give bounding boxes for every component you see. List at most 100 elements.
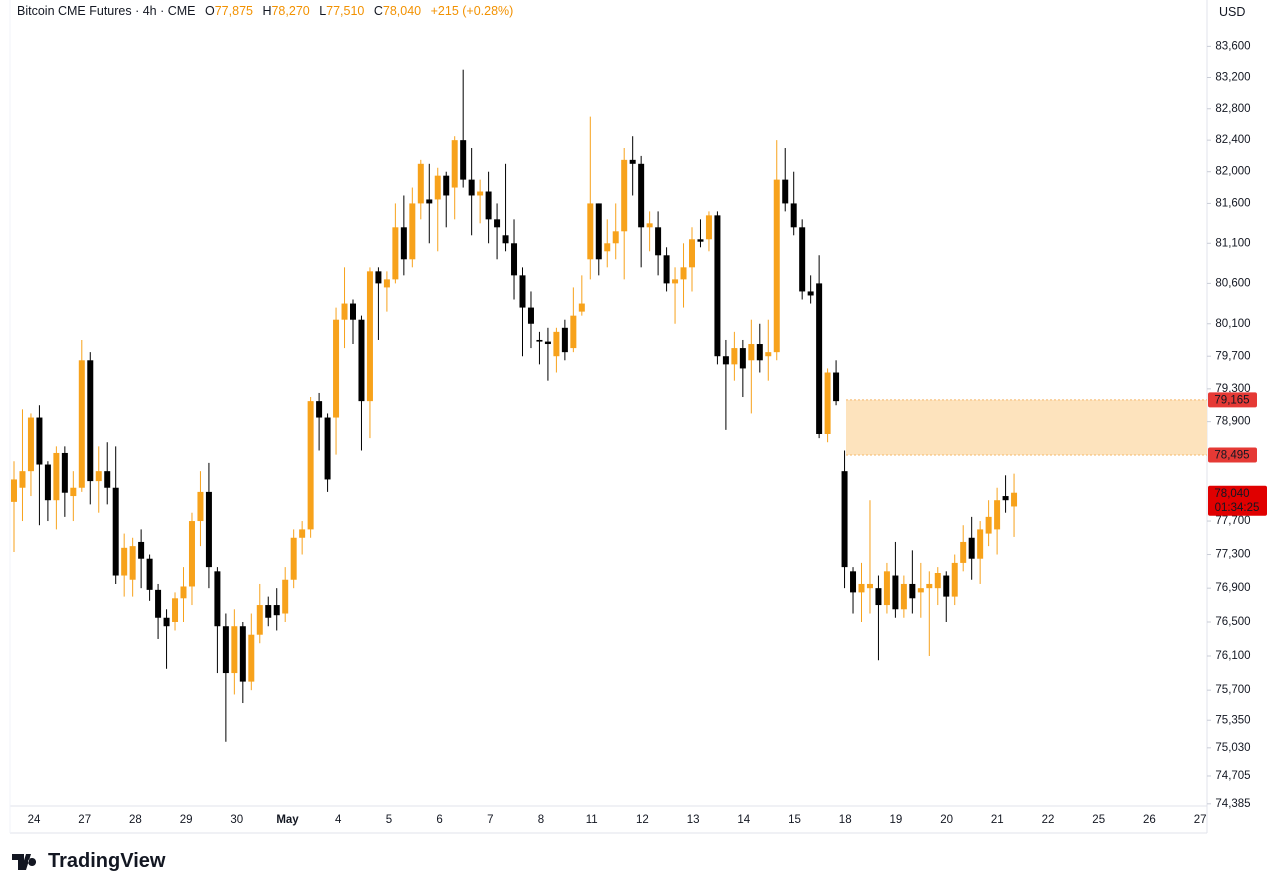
candle-body [883,571,890,606]
candle-body [78,360,85,488]
countdown: 01:34:25 [1215,502,1260,514]
candle-body [994,500,1001,530]
candle-body [985,516,992,534]
candle-body [188,521,195,587]
y-tick-label: 80,100 [1215,318,1250,330]
candle-body [960,541,967,563]
candle-body [172,598,179,622]
ohlc-key: H [262,4,272,18]
candle-body [612,231,619,244]
candle-body [350,303,356,320]
x-tick-label: 14 [737,814,750,826]
candle-body [680,267,687,280]
candle-body [231,626,238,674]
y-tick-label: 74,385 [1215,798,1250,810]
candle-body [765,352,772,357]
x-tick-label: 20 [940,814,953,826]
candle-body [138,541,145,559]
ohlc-key: C [373,4,383,18]
candle-body [494,219,501,228]
candle-body [180,586,187,599]
candle-body [909,583,916,599]
candle-body [443,175,450,196]
x-tick-label: 11 [586,814,598,826]
candle-body [527,307,534,324]
last-price-tag [1208,485,1267,516]
candle-body [917,588,924,593]
candle-body [875,588,882,606]
candle-body [214,571,221,627]
candle-body [460,140,467,180]
candle-body [502,235,509,244]
candle-body [392,227,399,280]
y-tick-label: 77,700 [1215,515,1250,527]
ohlc-value: 78,270 [271,4,310,18]
y-tick-label: 75,700 [1215,684,1250,696]
brand[interactable]: TradingView [12,850,165,873]
candle-body [366,271,373,402]
y-tick-label: 78,900 [1215,416,1250,428]
ohlc-key: L [319,4,327,18]
candle-body [604,243,611,252]
candle-body [53,452,60,501]
candle-body [104,471,111,488]
candle-body [587,203,594,260]
candle-body [36,417,43,465]
candle-body [536,339,543,342]
candle-body [799,227,806,292]
currency[interactable]: USD [1219,5,1246,19]
x-tick-label: 7 [487,814,493,826]
candle-body [11,479,17,502]
candle-body [333,319,340,418]
y-tick-label: 74,705 [1215,770,1250,782]
candle-body [417,163,424,204]
y-tick-label: 82,000 [1215,166,1250,178]
ohlc-value: 78,040 [382,4,422,18]
candle-body [578,303,585,312]
candle-body [561,327,568,353]
candle-body [485,191,492,220]
candle-body [977,529,984,559]
candle-body [731,348,738,365]
candle-body [739,348,746,369]
y-tick-label: 83,600 [1215,40,1250,52]
candle-body [44,464,51,501]
x-tick-label: 25 [1092,814,1105,826]
candle-body [714,215,721,357]
candle-body [129,546,136,580]
x-tick-label: 12 [636,814,649,826]
candle-body [858,583,865,593]
candle-body [553,331,560,357]
candle-body [663,255,670,284]
x-tick-label: 24 [28,814,41,826]
candle-body [646,223,653,228]
candle-body [655,227,662,256]
candle-body [87,360,94,482]
candle-body [519,275,526,308]
x-tick-label: 19 [890,814,903,826]
zone-price-label: 79,165 [1214,394,1249,406]
candle-body [299,529,306,538]
candle-body [19,471,26,488]
y-tick-label: 82,400 [1215,134,1250,146]
candle-body [222,626,229,674]
y-tick-label: 76,100 [1215,650,1250,662]
x-tick-label: 8 [538,814,544,826]
candle-body [468,179,475,196]
candle-body [383,279,390,288]
candle-body [790,203,797,228]
symbol-header: Bitcoin CME Futures · 4h · CME O77,875 H… [17,4,513,18]
x-tick-label: 15 [788,814,801,826]
candle-body [121,547,128,576]
x-tick-label: 30 [230,814,243,826]
y-tick-label: 79,700 [1215,350,1250,362]
candle-body [112,487,119,576]
candle-body [324,417,331,480]
candle-body [926,583,933,589]
x-tick-label: 13 [687,814,700,826]
y-tick-label: 81,600 [1215,197,1250,209]
candle-body [400,227,407,260]
candle-body [155,589,162,618]
candle-body [756,344,763,361]
